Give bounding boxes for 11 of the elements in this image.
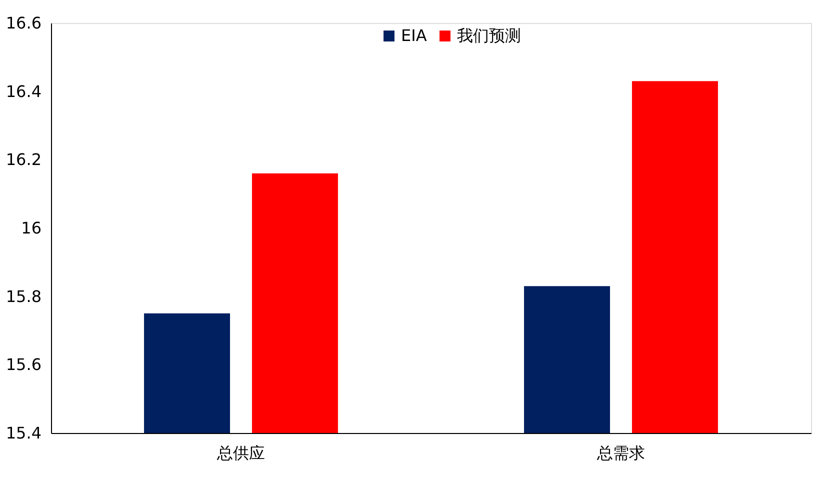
y-tick-label: 16.6 [6,14,42,32]
y-tick-label: 15.4 [6,424,42,442]
x-tick-label: 总需求 [596,444,645,462]
y-tick-label: 15.6 [6,355,42,374]
legend-label: 我们预测 [457,26,521,45]
y-tick-label: 15.8 [6,286,42,306]
legend-label: EIA [401,26,427,45]
y-tick-label: 16 [21,218,42,238]
y-tick-label: 16.4 [6,82,42,101]
y-tick-label: 16.2 [6,150,42,170]
x-tick-label: 总供应 [216,444,265,462]
